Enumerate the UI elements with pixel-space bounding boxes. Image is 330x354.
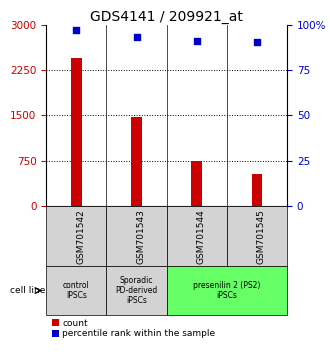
Text: GSM701544: GSM701544: [197, 209, 206, 264]
Text: GSM701545: GSM701545: [257, 209, 266, 264]
Bar: [71, 58, 82, 206]
Title: GDS4141 / 209921_at: GDS4141 / 209921_at: [90, 10, 243, 24]
Bar: [191, 161, 202, 206]
Point: [254, 39, 260, 45]
Bar: [167, 266, 287, 315]
Point: [134, 35, 139, 40]
Text: control
IPSCs: control IPSCs: [63, 281, 90, 300]
Text: cell line: cell line: [10, 286, 45, 295]
Bar: [46, 266, 106, 315]
Text: GSM701542: GSM701542: [76, 209, 85, 264]
Bar: [131, 116, 142, 206]
Point: [74, 27, 79, 33]
Bar: [167, 206, 227, 266]
Text: presenilin 2 (PS2)
iPSCs: presenilin 2 (PS2) iPSCs: [193, 281, 261, 300]
Bar: [227, 206, 287, 266]
Text: GSM701543: GSM701543: [137, 209, 146, 264]
Legend: count, percentile rank within the sample: count, percentile rank within the sample: [51, 318, 216, 339]
Bar: [106, 266, 167, 315]
Bar: [251, 174, 262, 206]
Bar: [46, 206, 106, 266]
Bar: [106, 206, 167, 266]
Text: Sporadic
PD-derived
iPSCs: Sporadic PD-derived iPSCs: [115, 276, 158, 306]
Point: [194, 38, 199, 44]
